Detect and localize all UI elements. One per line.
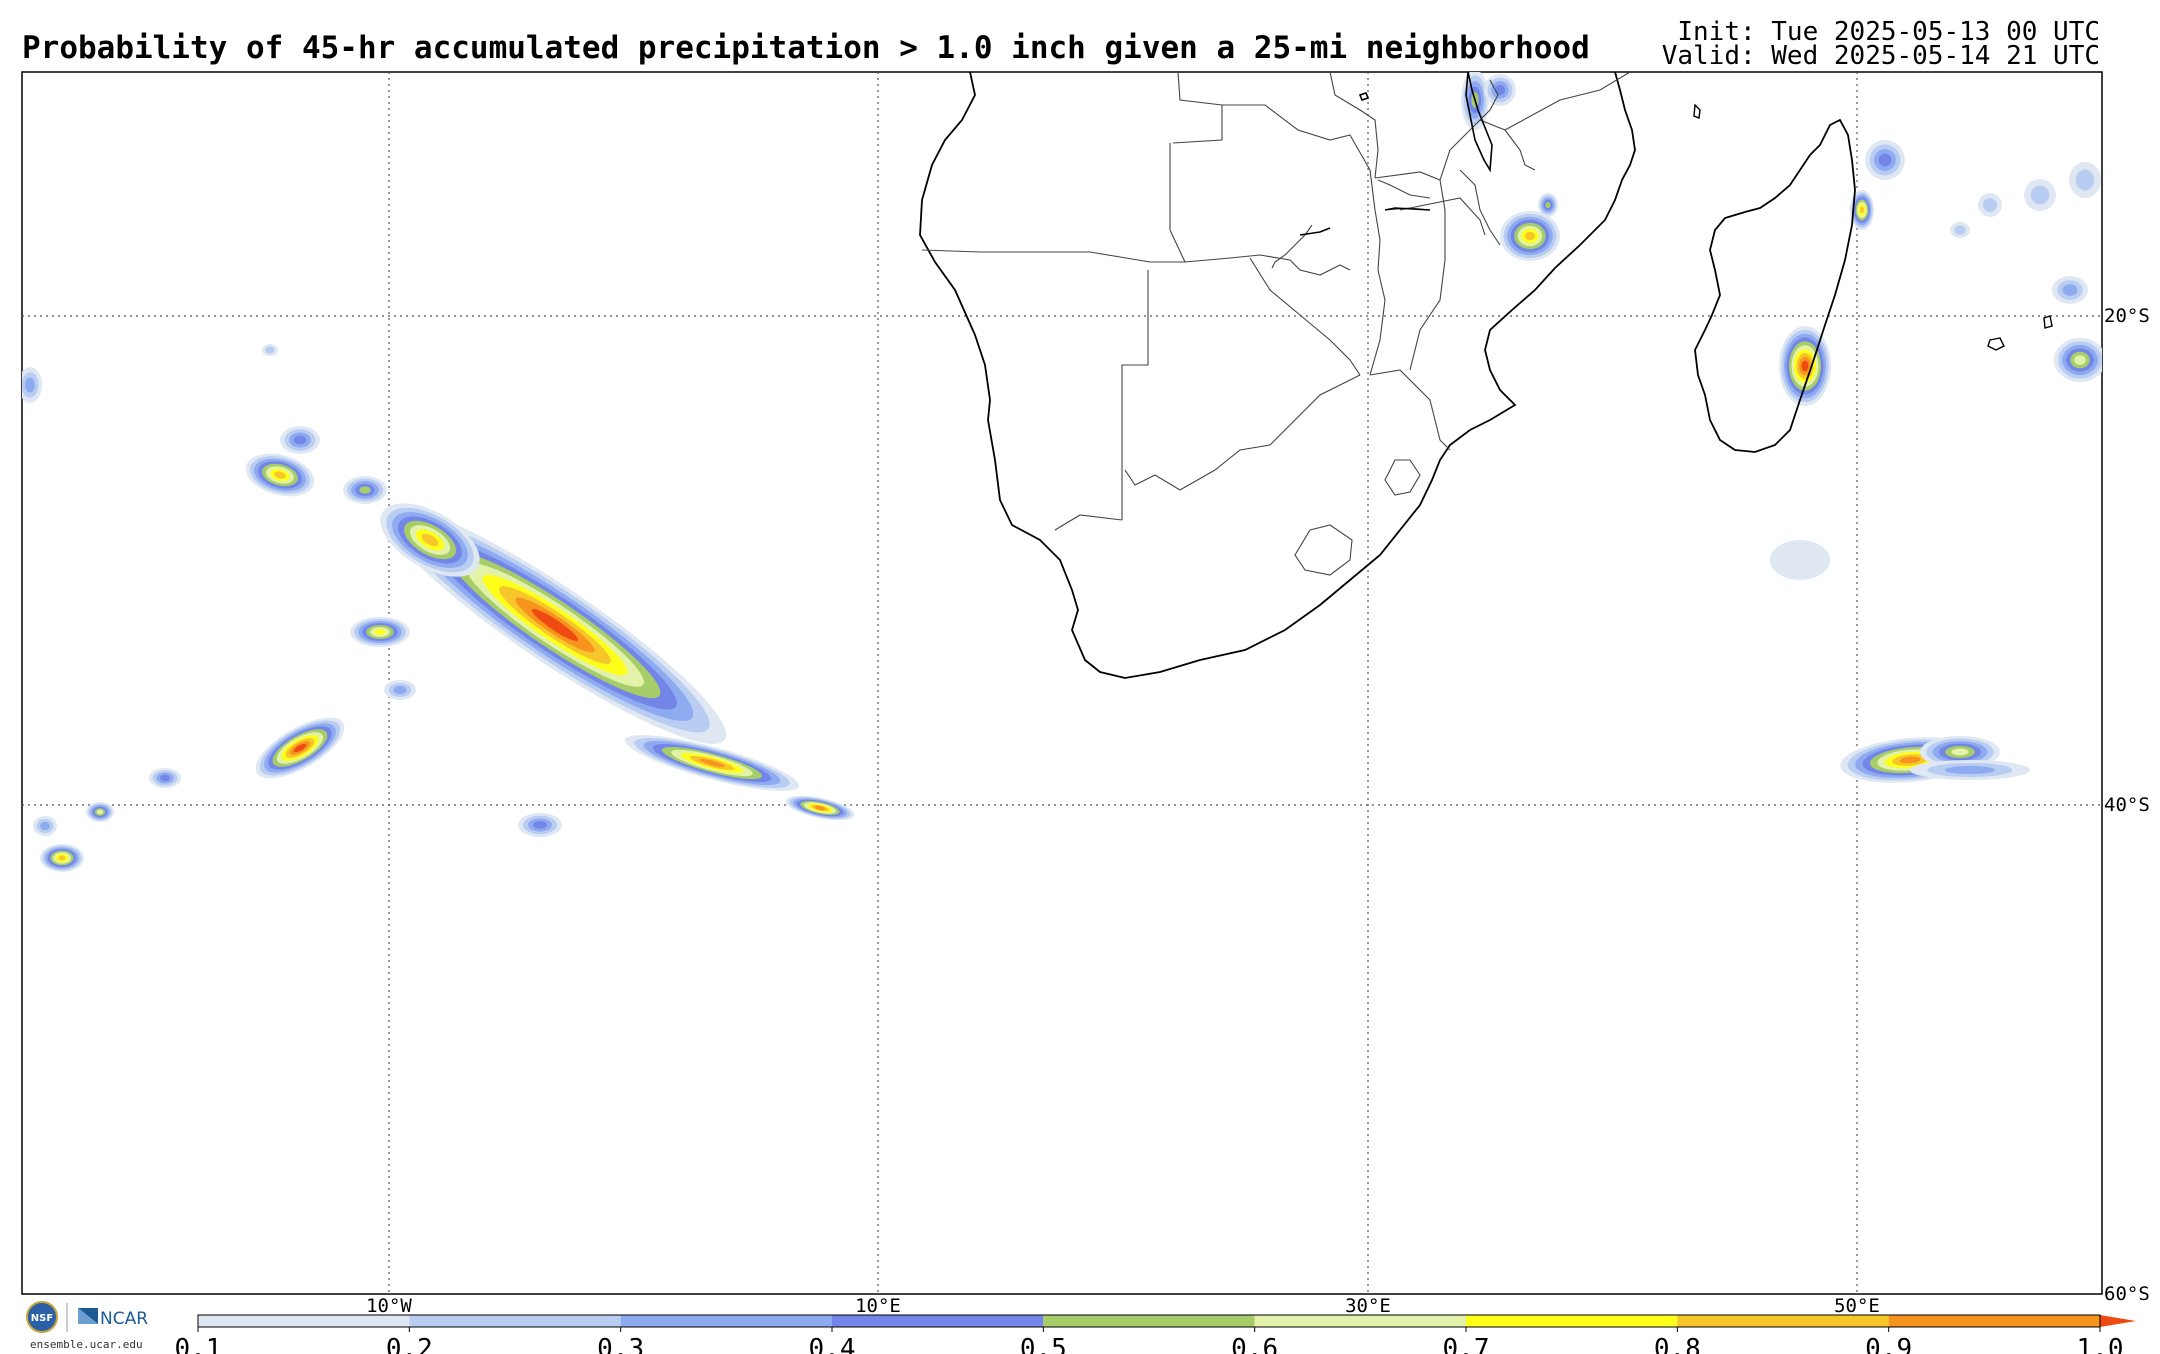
island-reunion bbox=[1987, 337, 2005, 351]
colorbar-segment bbox=[198, 1315, 410, 1327]
colorbar-extend-arrow bbox=[2100, 1315, 2136, 1327]
island-mauritius bbox=[2043, 315, 2053, 329]
colorbar: 0.1 0.2 0.3 0.4 0.5 0.6 0.7 0.8 0.9 1.0 bbox=[175, 1314, 2136, 1354]
colorbar-tick-label: 0.4 bbox=[809, 1334, 856, 1354]
precip-contour bbox=[359, 486, 371, 494]
colorbar-tick-label: 1.0 bbox=[2077, 1334, 2124, 1354]
nsf-seal-icon bbox=[26, 1301, 58, 1333]
nsf-ncar-logo: NSF NCAR bbox=[26, 1301, 148, 1333]
colorbar-tick-label: 0.6 bbox=[1231, 1334, 1278, 1354]
madagascar-coastline bbox=[1694, 118, 1856, 453]
colorbar-segment bbox=[1254, 1315, 1466, 1327]
precip-contour bbox=[293, 435, 307, 445]
precip-contour bbox=[1954, 225, 1966, 235]
precip-contour bbox=[421, 533, 439, 547]
precip-contour bbox=[294, 743, 306, 753]
precip-contour bbox=[2062, 284, 2078, 296]
island-comoros bbox=[1693, 103, 1701, 119]
precip-contour bbox=[25, 377, 35, 393]
colorbar-segment bbox=[409, 1315, 621, 1327]
precip-contour bbox=[1545, 201, 1551, 209]
colorbar-segment bbox=[620, 1315, 832, 1327]
precip-contour bbox=[1525, 231, 1535, 241]
valid-time: Valid: Wed 2025-05-14 21 UTC bbox=[1661, 41, 2100, 71]
colorbar-frame bbox=[197, 1314, 2101, 1328]
precipitation-field bbox=[22, 72, 2102, 872]
colorbar-segment bbox=[1888, 1315, 2100, 1327]
lakes bbox=[1299, 72, 1493, 236]
lat-label-40s: 40°S bbox=[2104, 794, 2150, 816]
site-url: ensemble.ucar.edu bbox=[30, 1338, 143, 1351]
colorbar-tick-label: 0.2 bbox=[386, 1334, 433, 1354]
precip-contour bbox=[274, 471, 286, 479]
lon-label-30e: 30°E bbox=[1345, 1295, 1391, 1317]
precip-contour bbox=[2030, 185, 2050, 205]
colorbar-tick-label: 0.7 bbox=[1443, 1334, 1490, 1354]
lon-label-50e: 50°E bbox=[1834, 1295, 1880, 1317]
colorbar-tick-label: 0.3 bbox=[597, 1334, 644, 1354]
graticule bbox=[22, 72, 2102, 1294]
precip-contour bbox=[58, 855, 66, 861]
precip-contour bbox=[40, 821, 50, 831]
precip-contour bbox=[1860, 206, 1864, 214]
precip-contour bbox=[531, 608, 579, 642]
precip-contour bbox=[374, 629, 386, 635]
precip-contour bbox=[533, 821, 547, 829]
colorbar-tick-label: 0.9 bbox=[1865, 1334, 1912, 1354]
lon-label-10e: 10°E bbox=[855, 1295, 901, 1317]
precip-contour bbox=[2074, 355, 2086, 365]
precip-contour bbox=[699, 758, 725, 768]
precip-contour bbox=[1983, 198, 1997, 212]
lat-label-20s: 20°S bbox=[2104, 305, 2150, 327]
precip-contour bbox=[1951, 748, 1969, 756]
ncar-wordmark: NCAR bbox=[100, 1309, 148, 1329]
precip-contour bbox=[1899, 756, 1921, 764]
precip-contour bbox=[1770, 540, 1830, 580]
precip-contour bbox=[159, 774, 171, 782]
colorbar-tick-label: 0.1 bbox=[175, 1334, 222, 1354]
map-title: Probability of 45-hr accumulated precipi… bbox=[22, 30, 1590, 66]
lon-label-10w: 10°W bbox=[366, 1295, 412, 1317]
map-frame bbox=[21, 71, 2103, 1295]
precip-contour bbox=[393, 685, 407, 695]
colorbar-segment bbox=[1466, 1315, 1678, 1327]
lat-label-60s: 60°S bbox=[2104, 1283, 2150, 1305]
colorbar-tick-label: 0.8 bbox=[1654, 1334, 1701, 1354]
precip-contour bbox=[1945, 765, 1995, 775]
precip-contour bbox=[814, 805, 826, 811]
colorbar-segment bbox=[1677, 1315, 1889, 1327]
svg-text:NSF: NSF bbox=[31, 1313, 53, 1324]
colorbar-segment bbox=[1043, 1315, 1255, 1327]
precip-contour bbox=[96, 809, 104, 815]
precip-contour bbox=[2075, 169, 2095, 191]
precip-contour bbox=[265, 346, 275, 354]
precip-contour bbox=[1494, 84, 1506, 96]
colorbar-tick-label: 0.5 bbox=[1020, 1334, 1067, 1354]
time-info: Init: Tue 2025-05-13 00 UTC Valid: Wed 2… bbox=[1661, 17, 2100, 71]
precip-contour bbox=[1801, 360, 1809, 372]
precip-contour bbox=[1878, 153, 1892, 167]
init-time: Init: Tue 2025-05-13 00 UTC bbox=[1677, 17, 2100, 47]
colorbar-segment bbox=[832, 1315, 1044, 1327]
africa-coastline bbox=[919, 72, 1636, 679]
